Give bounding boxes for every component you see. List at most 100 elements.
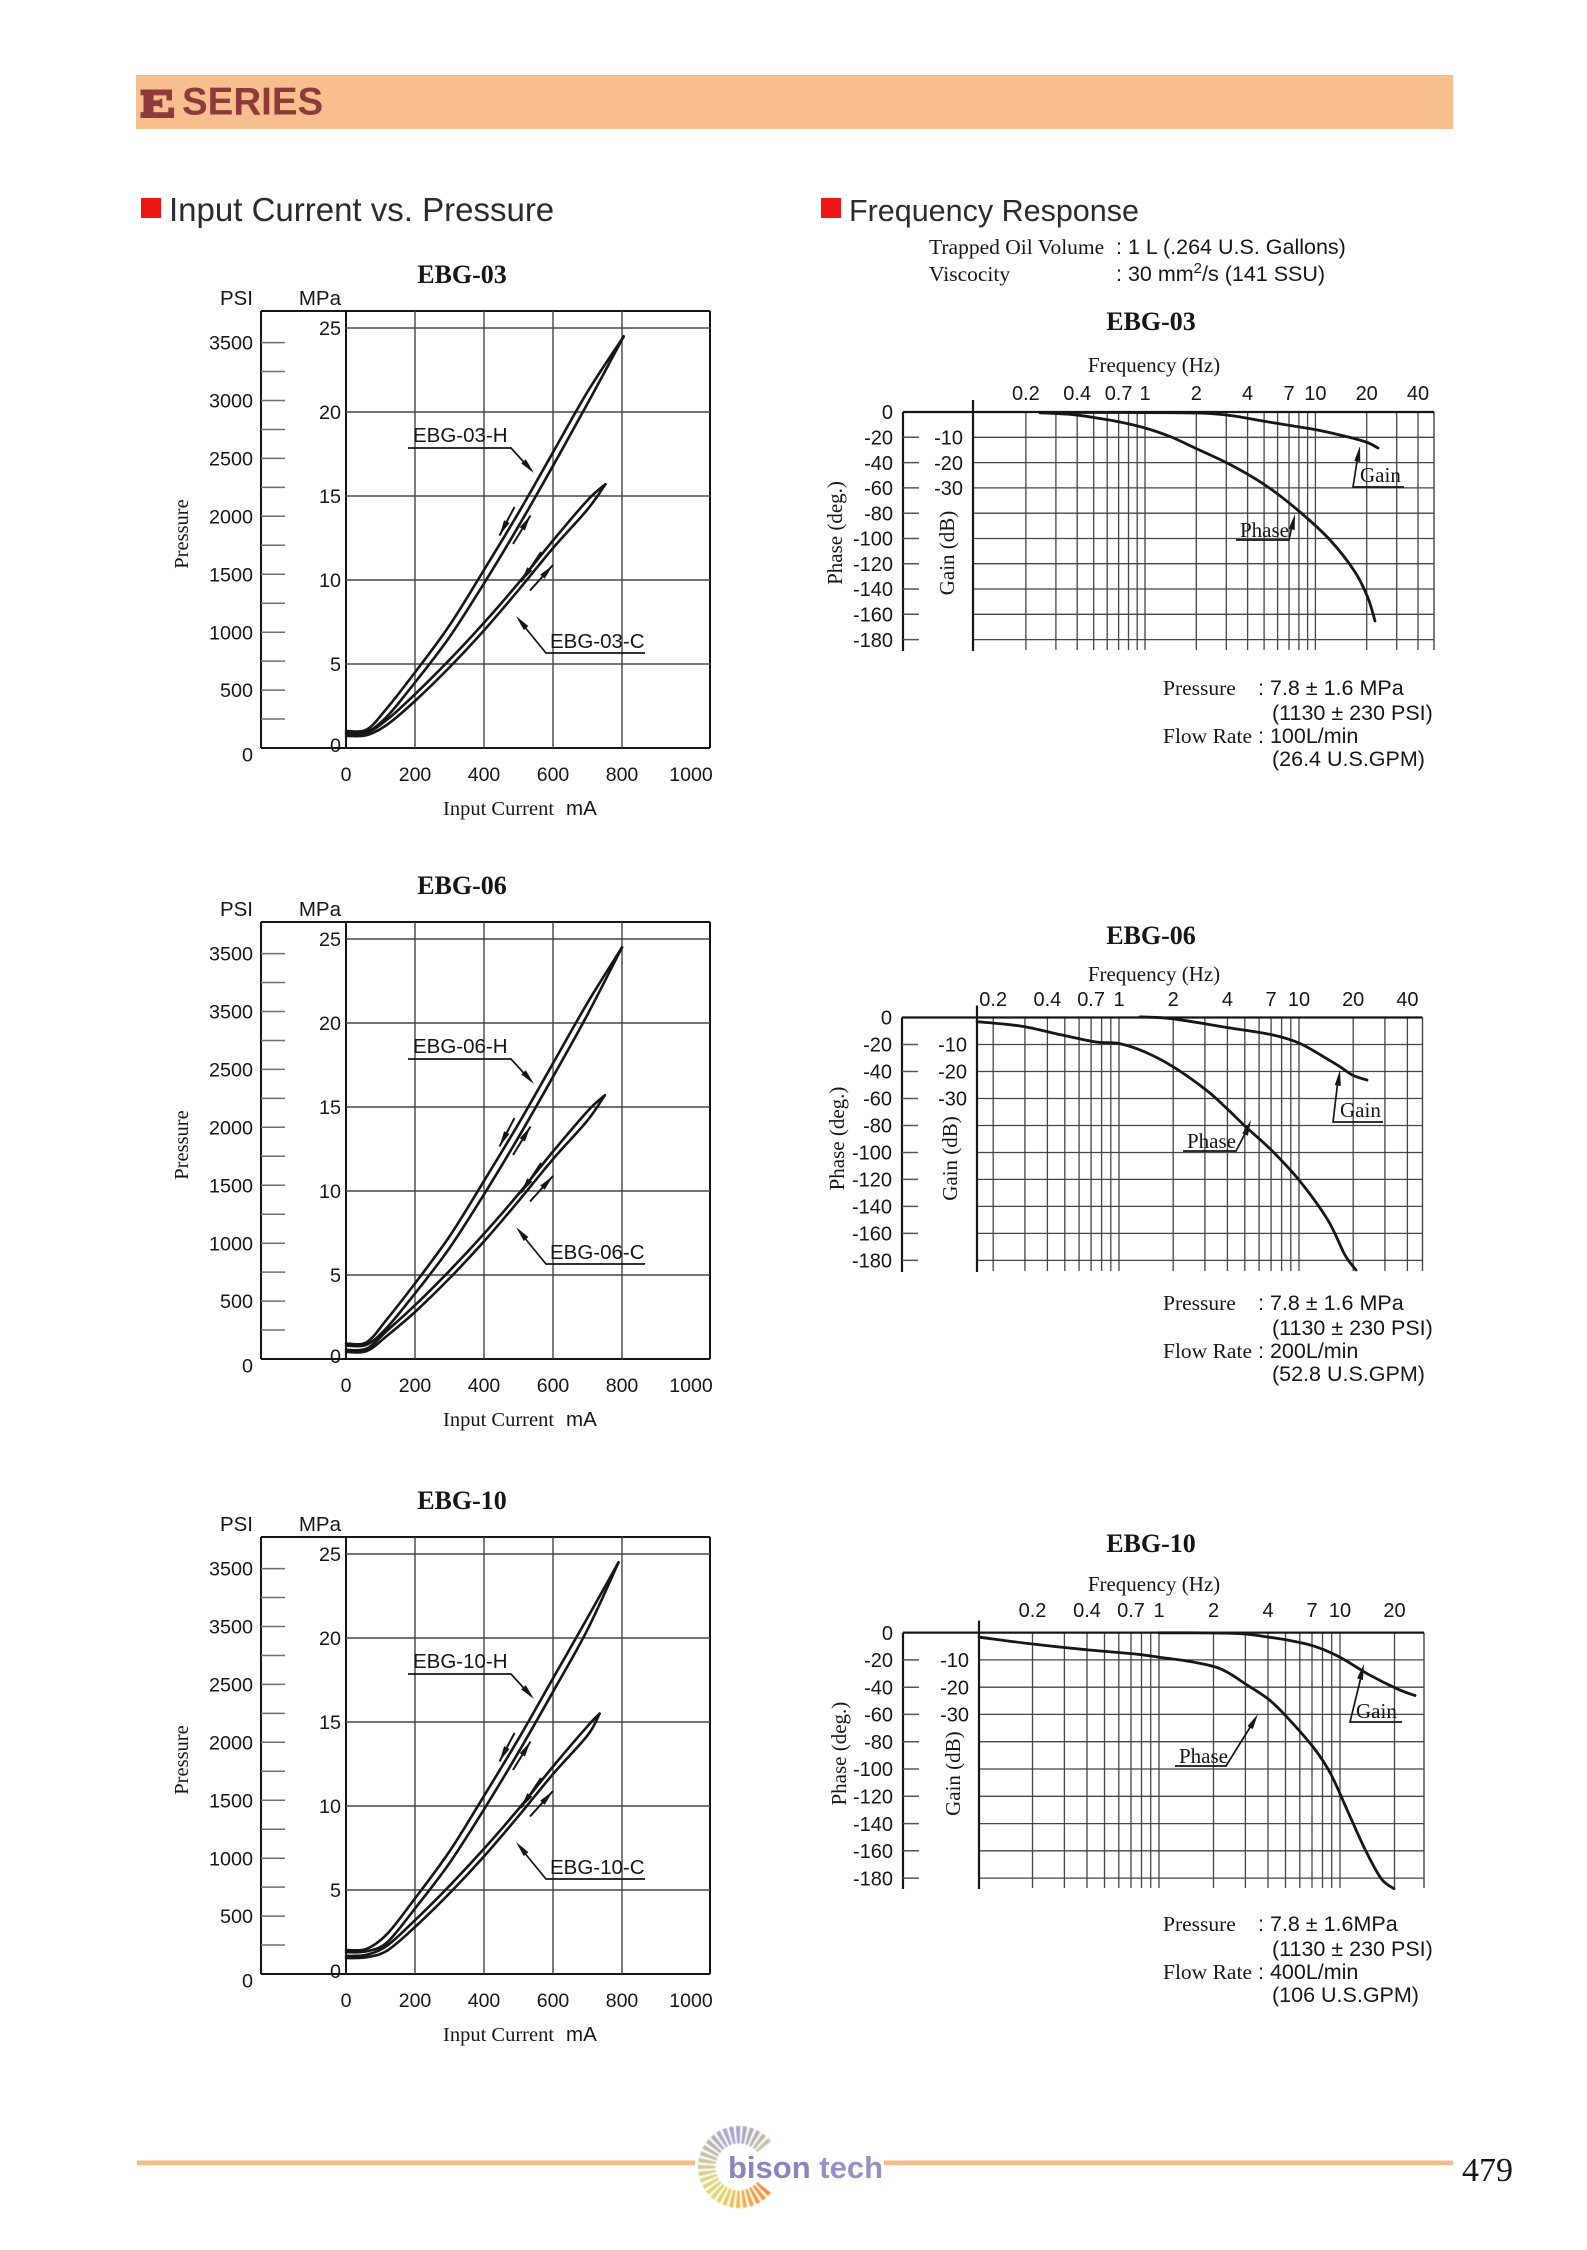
- svg-text:200: 200: [399, 1375, 432, 1397]
- svg-text:0.2: 0.2: [979, 989, 1007, 1011]
- svg-text:-140: -140: [852, 1197, 892, 1219]
- svg-text:: 7.8 ± 1.6MPa: : 7.8 ± 1.6MPa: [1258, 1912, 1398, 1936]
- svg-text:Frequency (Hz): Frequency (Hz): [1088, 962, 1220, 986]
- svg-text:-180: -180: [853, 630, 893, 652]
- svg-text:0.2: 0.2: [1019, 1600, 1047, 1622]
- svg-text:-20: -20: [934, 453, 963, 475]
- svg-text:-160: -160: [853, 605, 893, 627]
- svg-text:0.7: 0.7: [1077, 989, 1105, 1011]
- svg-text:Pressure: Pressure: [1163, 1912, 1236, 1936]
- svg-text:: 200L/min: : 200L/min: [1258, 1339, 1358, 1363]
- svg-text:400: 400: [468, 1990, 501, 2012]
- svg-text:2000: 2000: [209, 1117, 253, 1139]
- svg-text:40: 40: [1407, 383, 1429, 405]
- svg-text:479: 479: [1462, 2152, 1513, 2189]
- svg-text:-20: -20: [940, 1677, 969, 1699]
- svg-text:-10: -10: [938, 1035, 967, 1057]
- svg-text:-30: -30: [940, 1705, 969, 1727]
- svg-text:800: 800: [606, 1375, 639, 1397]
- svg-text:0: 0: [330, 1961, 341, 1983]
- svg-text:200: 200: [399, 1990, 432, 2012]
- svg-text:0: 0: [881, 1008, 892, 1030]
- svg-text:EBG-03: EBG-03: [1106, 307, 1196, 336]
- svg-text:1000: 1000: [209, 1848, 253, 1870]
- svg-text:2500: 2500: [209, 1060, 253, 1082]
- svg-text:10: 10: [1304, 383, 1326, 405]
- svg-text:0: 0: [330, 1346, 341, 1368]
- svg-text:10: 10: [1329, 1600, 1351, 1622]
- svg-text:-100: -100: [852, 1143, 892, 1165]
- svg-text:1: 1: [1153, 1600, 1164, 1622]
- svg-text:0: 0: [242, 1356, 253, 1378]
- svg-text:20: 20: [1342, 989, 1364, 1011]
- svg-text:10: 10: [319, 1796, 341, 1818]
- svg-text:5: 5: [330, 654, 341, 676]
- svg-text:-10: -10: [940, 1650, 969, 1672]
- svg-text:: 100L/min: : 100L/min: [1258, 724, 1358, 748]
- svg-text:20: 20: [319, 1628, 341, 1650]
- svg-text:-180: -180: [853, 1868, 893, 1890]
- svg-text:800: 800: [606, 1990, 639, 2012]
- svg-text:Phase: Phase: [1187, 1129, 1236, 1153]
- svg-text:Gain: Gain: [1360, 463, 1401, 487]
- svg-text:15: 15: [319, 486, 341, 508]
- svg-text:25: 25: [319, 318, 341, 340]
- svg-text:EBG-06: EBG-06: [1106, 921, 1196, 950]
- svg-text:: 7.8 ± 1.6 MPa: : 7.8 ± 1.6 MPa: [1258, 1291, 1404, 1315]
- svg-text:5: 5: [330, 1880, 341, 1902]
- svg-text:1000: 1000: [669, 764, 713, 786]
- svg-text:0: 0: [882, 1623, 893, 1645]
- svg-text:-60: -60: [864, 1705, 893, 1727]
- svg-text:4: 4: [1222, 989, 1233, 1011]
- svg-text:Gain (dB): Gain (dB): [938, 1116, 962, 1201]
- svg-text:0.7: 0.7: [1117, 1600, 1145, 1622]
- svg-text:Input Current vs. Pressure: Input Current vs. Pressure: [169, 191, 554, 228]
- svg-text:SERIES: SERIES: [182, 81, 323, 124]
- svg-text:4: 4: [1262, 1600, 1273, 1622]
- svg-text:-140: -140: [853, 1814, 893, 1836]
- svg-text:-160: -160: [852, 1224, 892, 1246]
- svg-text:(1130 ± 230 PSI): (1130 ± 230 PSI): [1272, 1937, 1433, 1961]
- svg-text:1500: 1500: [209, 1790, 253, 1812]
- svg-text:Flow Rate: Flow Rate: [1163, 724, 1252, 748]
- svg-text:Frequency (Hz): Frequency (Hz): [1088, 1572, 1220, 1596]
- svg-text:MPa: MPa: [299, 287, 342, 310]
- svg-text:Pressure: Pressure: [171, 1725, 193, 1794]
- svg-text:10: 10: [1288, 989, 1310, 1011]
- svg-text:40: 40: [1396, 989, 1418, 1011]
- svg-text:-40: -40: [863, 1062, 892, 1084]
- svg-text:1000: 1000: [209, 1233, 253, 1255]
- svg-text:600: 600: [537, 1375, 570, 1397]
- svg-text:EBG-06-C: EBG-06-C: [550, 1241, 645, 1264]
- svg-text:(1130 ± 230 PSI): (1130 ± 230 PSI): [1272, 701, 1433, 725]
- svg-text:3500: 3500: [209, 944, 253, 966]
- svg-text:Viscocity: Viscocity: [929, 262, 1010, 286]
- svg-text:1000: 1000: [669, 1990, 713, 2012]
- svg-text:Phase (deg.): Phase (deg.): [823, 481, 847, 585]
- svg-text:0.7: 0.7: [1105, 383, 1133, 405]
- svg-text:20: 20: [1356, 383, 1378, 405]
- svg-text:20: 20: [319, 1013, 341, 1035]
- svg-text:EBG-10-C: EBG-10-C: [550, 1856, 645, 1879]
- svg-text:1500: 1500: [209, 1175, 253, 1197]
- svg-text:-160: -160: [853, 1841, 893, 1863]
- svg-text:Gain: Gain: [1356, 1699, 1397, 1723]
- svg-text:200: 200: [399, 764, 432, 786]
- svg-text:EBG-10: EBG-10: [417, 1486, 507, 1515]
- svg-text:: 1 L (.264 U.S. Gallons): : 1 L (.264 U.S. Gallons): [1116, 235, 1346, 259]
- svg-text:-30: -30: [938, 1089, 967, 1111]
- svg-text:0: 0: [242, 1971, 253, 1993]
- svg-text:10: 10: [319, 570, 341, 592]
- svg-text:2500: 2500: [209, 1675, 253, 1697]
- svg-text:1: 1: [1113, 989, 1124, 1011]
- svg-text:-60: -60: [863, 1089, 892, 1111]
- svg-text:mA: mA: [566, 2023, 597, 2046]
- svg-text:0.4: 0.4: [1073, 1600, 1101, 1622]
- svg-text:2500: 2500: [209, 449, 253, 471]
- svg-text:PSI: PSI: [220, 287, 253, 310]
- svg-text:2000: 2000: [209, 1732, 253, 1754]
- svg-text:7: 7: [1266, 989, 1277, 1011]
- svg-text:500: 500: [220, 1906, 253, 1928]
- svg-text:-40: -40: [864, 1677, 893, 1699]
- svg-text:500: 500: [220, 680, 253, 702]
